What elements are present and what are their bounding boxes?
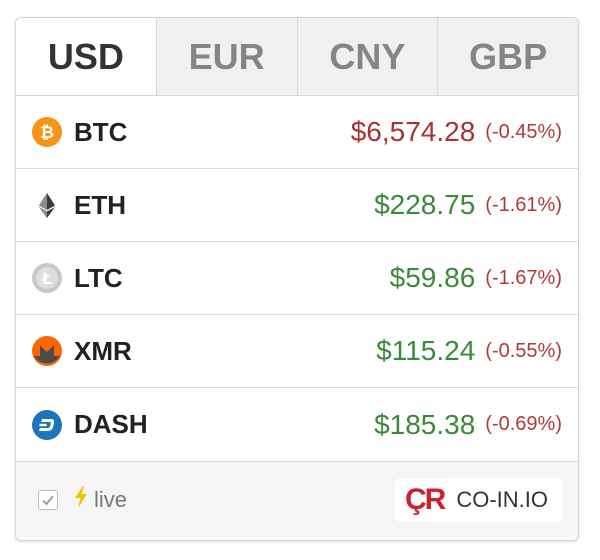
coin-symbol: XMR	[74, 335, 132, 366]
tab-eur[interactable]: EUR	[155, 18, 297, 95]
ethereum-icon	[32, 190, 62, 220]
co-in-io-logo-link[interactable]: ÇR CO-IN.IO	[394, 477, 562, 522]
coin-price: $59.86	[389, 262, 476, 293]
coin-change: (-1.67%)	[485, 266, 562, 289]
tab-gbp[interactable]: GBP	[437, 18, 578, 95]
lightning-icon	[74, 486, 88, 513]
coin-row-btc[interactable]: ₿ BTC $6,574.28 (-0.45%)	[16, 96, 578, 169]
coin-price: $6,574.28	[350, 116, 476, 147]
coin-change: (-1.61%)	[485, 193, 562, 216]
tab-usd[interactable]: USD	[16, 18, 156, 95]
coin-price: $115.24	[376, 335, 476, 366]
svg-text:Ł: Ł	[41, 269, 52, 288]
crypto-price-widget: USD EUR CNY GBP ₿ BTC $6,574.28 (-0.45%)	[15, 17, 579, 541]
coin-symbol: ETH	[74, 189, 126, 220]
coin-price: $228.75	[374, 189, 476, 220]
coin-symbol: DASH	[74, 409, 148, 439]
coin-row-dash[interactable]: DASH $185.38 (-0.69%)	[16, 388, 578, 462]
svg-text:₿: ₿	[40, 123, 54, 143]
dash-icon	[32, 409, 62, 440]
coin-change: (-0.55%)	[485, 339, 562, 362]
brand-name: CO-IN.IO	[456, 486, 548, 512]
monero-icon	[32, 336, 62, 366]
live-label: live	[94, 486, 128, 512]
coin-list: ₿ BTC $6,574.28 (-0.45%) ETH $228.75 (-1…	[16, 96, 578, 462]
coin-symbol: LTC	[74, 262, 123, 293]
bitcoin-icon: ₿	[32, 117, 62, 147]
coin-change: (-0.69%)	[485, 413, 562, 435]
coin-row-xmr[interactable]: XMR $115.24 (-0.55%)	[16, 315, 578, 388]
checkmark-icon	[42, 494, 54, 505]
brand-logo-mark: ÇR	[404, 482, 446, 516]
live-checkbox[interactable]	[38, 489, 58, 510]
coin-price: $185.38	[374, 408, 476, 440]
coin-row-eth[interactable]: ETH $228.75 (-1.61%)	[16, 169, 578, 242]
tab-cny[interactable]: CNY	[296, 18, 438, 95]
coin-symbol: BTC	[74, 116, 128, 147]
litecoin-icon: Ł	[32, 263, 62, 293]
coin-row-ltc[interactable]: Ł LTC $59.86 (-1.67%)	[16, 242, 578, 315]
widget-footer: live ÇR CO-IN.IO	[16, 462, 578, 537]
coin-change: (-0.45%)	[485, 120, 562, 143]
currency-tabs: USD EUR CNY GBP	[16, 18, 578, 96]
